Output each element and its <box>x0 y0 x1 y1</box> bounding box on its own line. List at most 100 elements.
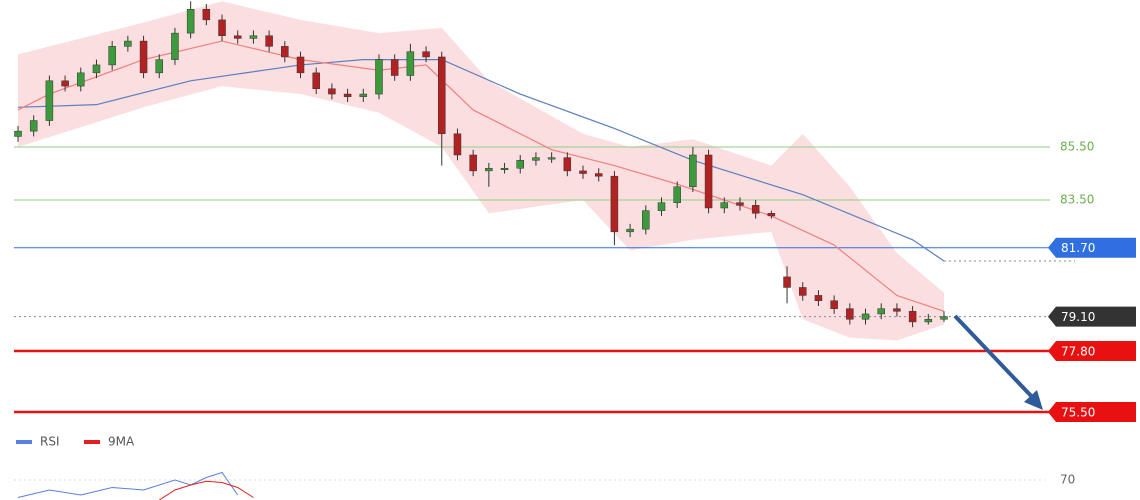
candle-body <box>312 72 320 90</box>
candle <box>375 54 383 100</box>
candle-body <box>940 316 948 320</box>
candle <box>673 181 681 208</box>
candle <box>343 88 352 103</box>
level-label: 77.80 <box>1061 345 1095 359</box>
candle-body <box>563 157 572 172</box>
candle <box>45 75 54 126</box>
candle-body <box>924 319 933 323</box>
candle-body <box>610 175 619 233</box>
candle <box>767 210 776 219</box>
candle-body <box>422 51 430 58</box>
rsi-line <box>17 471 239 498</box>
candle <box>124 35 132 52</box>
candle-body <box>233 35 242 39</box>
candle-body <box>594 173 603 177</box>
candle <box>500 162 509 174</box>
candle-body <box>453 133 462 156</box>
candle <box>563 152 572 177</box>
candle-body <box>77 72 85 87</box>
legend-label: 9MA <box>108 435 135 449</box>
candle-body <box>406 51 415 76</box>
candle <box>186 1 195 39</box>
candle-body <box>830 300 838 309</box>
candle-body <box>532 157 540 161</box>
candle-body <box>500 167 509 170</box>
candle-body <box>171 32 179 60</box>
legend-swatch <box>84 440 100 444</box>
candle <box>720 197 729 214</box>
candle <box>830 295 838 314</box>
candle <box>139 35 148 79</box>
candle <box>924 313 933 325</box>
candle <box>249 30 258 44</box>
candle-body <box>281 46 289 58</box>
moving-average <box>17 40 945 312</box>
candle <box>798 282 807 301</box>
candle-body <box>736 202 744 206</box>
candle-body <box>108 46 116 66</box>
y-tick-label: 70 <box>1060 473 1075 487</box>
candle-body <box>45 80 54 121</box>
candle <box>908 306 917 328</box>
candle-body <box>375 59 383 95</box>
candle <box>516 154 524 174</box>
candle-body <box>265 35 273 47</box>
candle-body <box>908 311 917 323</box>
candle <box>61 75 69 92</box>
candle-body <box>359 93 368 97</box>
candle <box>406 43 415 81</box>
forecast-arrow <box>953 314 1043 410</box>
candle-body <box>249 35 258 39</box>
rsi-line <box>158 480 254 500</box>
candle-body <box>657 202 666 211</box>
candle-body <box>61 80 69 87</box>
level-tag <box>1048 401 1136 422</box>
candle-body <box>155 59 164 74</box>
candle-body <box>202 9 211 21</box>
candle <box>108 41 116 71</box>
candle <box>940 311 948 322</box>
candle-body <box>516 160 524 169</box>
candle <box>155 54 164 79</box>
candle <box>453 128 462 161</box>
candle <box>171 27 179 65</box>
candle <box>233 30 242 44</box>
candle-body <box>218 19 226 37</box>
candle <box>736 197 744 211</box>
candle-body <box>861 313 870 320</box>
candle <box>359 88 368 103</box>
candle-body <box>92 64 101 74</box>
level-label: 83.50 <box>1060 193 1094 207</box>
candle-body <box>893 308 901 312</box>
candle <box>657 197 666 216</box>
candle <box>704 149 713 214</box>
candle <box>689 147 697 193</box>
candle <box>77 67 85 92</box>
candle-body <box>485 167 493 172</box>
candle-body <box>767 213 776 217</box>
candle-body <box>689 154 697 188</box>
candle <box>485 162 493 187</box>
candle-body <box>704 154 713 209</box>
candle <box>328 83 336 100</box>
candle <box>579 165 587 179</box>
candle-body <box>642 210 650 230</box>
candle <box>861 308 870 325</box>
candle <box>438 51 446 166</box>
candle <box>390 54 399 81</box>
level-label: 81.70 <box>1061 241 1095 255</box>
candle-body <box>751 205 760 214</box>
moving-average <box>17 59 945 262</box>
level-tag <box>1048 341 1136 362</box>
bollinger-band <box>18 1 944 341</box>
candle-body <box>846 308 854 320</box>
candle-body <box>343 93 352 97</box>
candle-body <box>469 154 477 172</box>
candle <box>642 205 650 235</box>
plot: 85.50 83.50 81.70 79.10 77.80 75.50 70 RSI 9MA <box>14 1 1136 500</box>
candle <box>877 303 885 320</box>
candle <box>547 152 556 163</box>
candle <box>14 125 22 142</box>
candle <box>312 67 320 95</box>
candle <box>296 51 305 79</box>
